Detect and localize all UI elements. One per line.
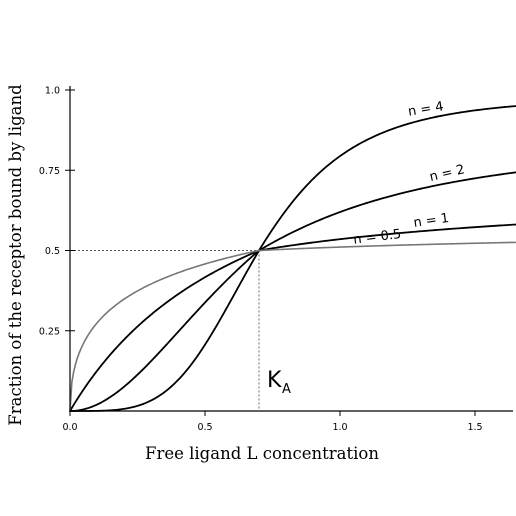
- y-tick-label: 0.25: [39, 326, 60, 337]
- ka-subscript: A: [282, 382, 291, 397]
- x-tick-label: 1.5: [467, 422, 482, 433]
- axes: [69, 86, 513, 412]
- ka-guide-lines: [70, 250, 260, 411]
- y-tick-label: 0.5: [45, 246, 60, 257]
- curve-labels: n = 4n = 2n = 1n = 0.5: [353, 99, 467, 247]
- y-axis-title: Fraction of the receptor bound by ligand: [6, 84, 25, 426]
- y-tick-label: 0.75: [39, 166, 60, 177]
- curve-n-2: [69, 171, 516, 412]
- x-tick-label: 1.0: [332, 422, 347, 433]
- curve-n-0-5: [69, 241, 516, 412]
- ka-label: K: [267, 368, 282, 393]
- curve-label-n-4: n = 4: [407, 99, 445, 119]
- curve-n-1: [69, 223, 516, 412]
- x-tick-label: 0.0: [62, 422, 77, 433]
- curves: [69, 105, 516, 412]
- x-tick-label: 0.5: [197, 422, 212, 433]
- ticks: 0.0 0.5 1.0 1.5 0.25 0.5 0.75 1.0: [39, 86, 483, 434]
- x-axis-title: Free ligand L concentration: [145, 444, 379, 463]
- y-tick-label: 1.0: [45, 86, 60, 97]
- curve-n-4: [69, 105, 516, 412]
- curve-label-n-0-5: n = 0.5: [353, 227, 403, 248]
- curve-label-n-1: n = 1: [413, 211, 450, 231]
- ka-marker: K A: [267, 368, 291, 397]
